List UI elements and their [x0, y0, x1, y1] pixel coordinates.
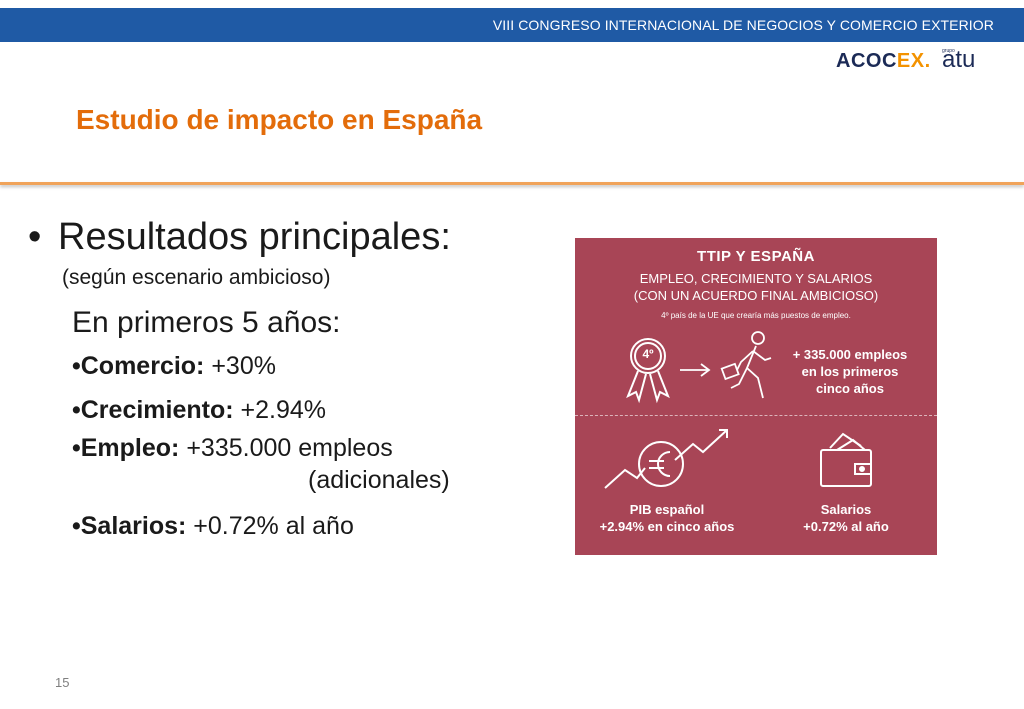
- top-banner: VIII CONGRESO INTERNACIONAL DE NEGOCIOS …: [0, 8, 1024, 42]
- list-item-commerce: •Comercio: +30%: [72, 352, 276, 380]
- ttip-infographic: TTIP Y ESPAÑA EMPLEO, CRECIMIENTO Y SALA…: [575, 238, 937, 555]
- scenario-note: (según escenario ambicioso): [62, 266, 331, 289]
- wages-stat: Salarios +0.72% al año: [803, 502, 889, 534]
- acocex-atu-logo: ACOCEX. grupo atu: [836, 46, 992, 76]
- title-divider: [0, 182, 1024, 185]
- employment-stat: + 335.000 empleos en los primeros cinco …: [792, 347, 908, 396]
- gdp-stat: PIB español +2.94% en cinco años: [599, 502, 735, 534]
- main-bullet: • Resultados principales:: [28, 216, 451, 259]
- congress-title: VIII CONGRESO INTERNACIONAL DE NEGOCIOS …: [492, 17, 994, 33]
- infographic-note: 4º país de la UE que crearía más puestos…: [661, 311, 851, 320]
- employment-continuation: (adicionales): [308, 466, 450, 494]
- period-heading: En primeros 5 años:: [72, 306, 341, 339]
- rank-badge: 4º: [642, 347, 654, 361]
- list-item-employment: •Empleo: +335.000 empleos: [72, 434, 393, 462]
- wallet-icon: [820, 432, 872, 487]
- logo-grupo: grupo: [942, 48, 955, 54]
- infographic-subtitle-1: EMPLEO, CRECIMIENTO Y SALARIOS: [639, 271, 873, 286]
- list-item-growth: •Crecimiento: +2.94%: [72, 396, 326, 424]
- page-number: 15: [55, 675, 70, 690]
- bullet-dot: •: [28, 216, 42, 258]
- infographic-subtitle-2: (CON UN ACUERDO FINAL AMBICIOSO): [633, 288, 879, 303]
- arrow-right-icon: [680, 363, 711, 377]
- slide-title: Estudio de impacto en España: [76, 104, 483, 135]
- euro-growth-icon: [604, 429, 728, 489]
- infographic-divider: [575, 415, 937, 416]
- logo-atu: atu: [942, 46, 976, 73]
- list-item-wages: •Salarios: +0.72% al año: [72, 512, 354, 540]
- medal-icon: [626, 338, 670, 404]
- infographic-icons: [604, 331, 872, 489]
- logo-acocex: ACOCEX.: [836, 50, 931, 72]
- infographic-title: TTIP Y ESPAÑA: [697, 248, 815, 265]
- main-bullet-text: Resultados principales:: [58, 216, 451, 258]
- walking-person-briefcase-icon: [720, 331, 772, 399]
